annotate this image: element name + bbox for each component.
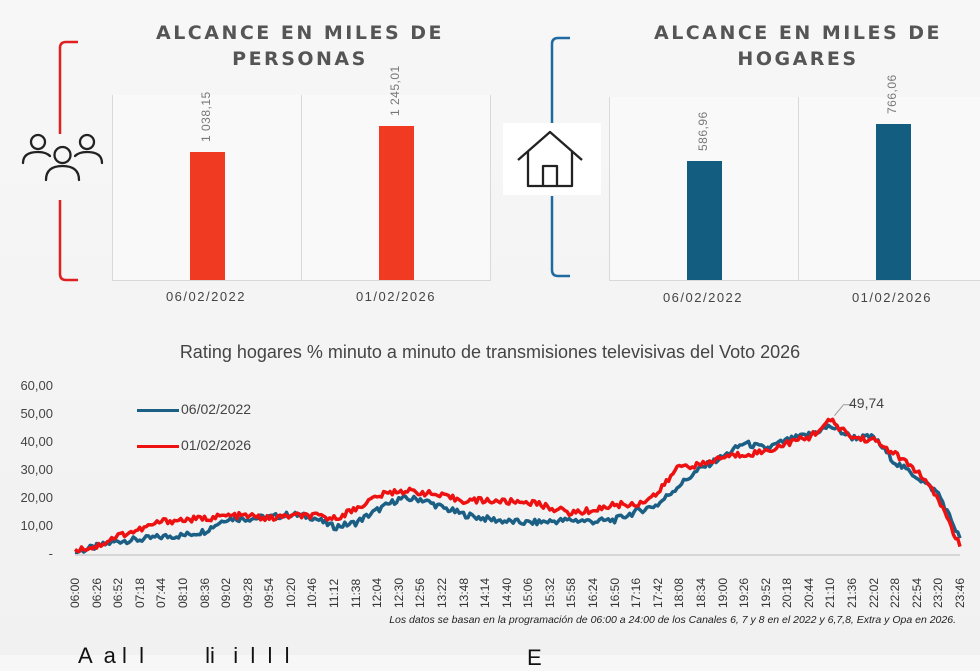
households-title-line1: ALCANCE EN MILES DE <box>653 22 942 44</box>
x-tick-label: 09:28 <box>240 577 255 608</box>
line-chart-title: Rating hogares % minuto a minuto de tran… <box>179 342 801 362</box>
x-tick-label: 16:50 <box>607 577 622 608</box>
households-panel-title: ALCANCE EN MILES DE HOGARES <box>638 20 958 72</box>
line-chart-plot <box>73 404 962 556</box>
y-tick-label: 50,00 <box>20 406 53 421</box>
y-tick-label: 10,00 <box>20 518 53 533</box>
x-tick-label: 13:48 <box>456 577 471 608</box>
x-tick-label: 08:36 <box>197 577 212 608</box>
households-bar-2 <box>876 124 911 280</box>
x-tick-label: 08:10 <box>175 577 190 608</box>
series-line-2026 <box>73 417 962 554</box>
persons-bar-1 <box>190 151 225 280</box>
x-tick-label: 21:36 <box>845 577 860 608</box>
x-tick-label: 17:42 <box>650 577 665 608</box>
x-tick-label: 23:20 <box>931 577 946 608</box>
legend-2022-label: 06/02/2022 <box>181 401 252 417</box>
x-tick-label: 20:18 <box>780 577 795 608</box>
y-tick-label: - <box>48 546 53 561</box>
x-tick-label: 23:46 <box>953 577 967 608</box>
house-icon <box>517 130 583 188</box>
x-tick-label: 12:30 <box>391 577 406 608</box>
footnote: Los datos se basan en la programación de… <box>389 614 956 626</box>
households-bar-1 <box>687 160 722 280</box>
x-tick-label: 21:10 <box>823 577 838 608</box>
bottom-text-right: E <box>527 645 542 670</box>
x-tick-label: 15:06 <box>521 577 536 608</box>
x-tick-label: 06:52 <box>111 577 126 608</box>
households-bracket <box>550 36 570 278</box>
x-tick-label: 13:22 <box>434 577 449 608</box>
x-tick-label: 20:44 <box>801 577 816 608</box>
x-tick-label: 22:02 <box>866 577 881 608</box>
x-tick-label: 10:20 <box>283 577 298 608</box>
x-tick-label: 22:28 <box>888 577 903 608</box>
people-icon <box>21 133 104 182</box>
x-tick-label: 11:12 <box>327 578 342 608</box>
x-tick-label: 12:04 <box>370 577 385 608</box>
legend-2022-swatch <box>137 408 179 412</box>
y-tick-label: 20,00 <box>20 490 53 505</box>
x-tick-label: 19:00 <box>715 577 730 608</box>
x-tick-label: 15:58 <box>564 577 579 608</box>
households-date-2022: 06/02/2022 <box>662 290 744 305</box>
x-tick-label: 07:44 <box>154 577 169 608</box>
households-plot-area <box>609 97 980 280</box>
persons-date-2026: 01/02/2026 <box>355 289 437 304</box>
peak-leader-line <box>834 404 853 417</box>
x-tick-label: 06:00 <box>68 577 82 608</box>
x-tick-label: 10:46 <box>305 577 320 608</box>
y-tick-label: 60,00 <box>20 378 53 393</box>
x-tick-label: 07:18 <box>132 577 147 608</box>
x-tick-label: 18:08 <box>672 577 687 608</box>
x-tick-label: 11:38 <box>348 578 363 608</box>
y-tick-label: 30,00 <box>20 462 53 477</box>
x-tick-label: 14:14 <box>478 577 493 608</box>
persons-title-line1: ALCANCE EN MILES DE <box>155 22 444 44</box>
persons-panel-title: ALCANCE EN MILES DE PERSONAS <box>140 20 460 72</box>
x-tick-label: 14:40 <box>499 577 514 608</box>
persons-date-2022: 06/02/2022 <box>165 289 247 304</box>
x-tick-label: 15:32 <box>542 577 557 608</box>
x-tick-label: 09:54 <box>262 577 277 608</box>
legend-2026-label: 01/02/2026 <box>181 437 252 453</box>
bottom-text-left: A a l l li i l l l <box>78 643 290 668</box>
persons-bar-2 <box>379 126 414 280</box>
legend-2026-swatch <box>137 444 179 448</box>
legend-2022: 06/02/2022 <box>137 401 251 417</box>
x-tick-label: 19:26 <box>737 577 752 608</box>
persons-title-line2: PERSONAS <box>232 48 368 70</box>
households-title-line2: HOGARES <box>737 48 859 70</box>
persons-bracket <box>58 40 78 282</box>
peak-label: 49,74 <box>849 395 885 411</box>
legend-2026: 01/02/2026 <box>137 437 251 453</box>
x-tick-label: 16:24 <box>586 577 601 608</box>
y-tick-label: 40,00 <box>20 434 53 449</box>
x-tick-label: 22:54 <box>909 577 924 608</box>
x-tick-label: 06:26 <box>89 577 104 608</box>
x-tick-label: 19:52 <box>758 577 773 608</box>
x-tick-label: 17:16 <box>629 577 644 608</box>
x-tick-label: 18:34 <box>693 577 708 608</box>
x-tick-label: 09:02 <box>219 577 234 608</box>
x-tick-label: 12:56 <box>413 577 428 608</box>
households-date-2026: 01/02/2026 <box>851 290 933 305</box>
